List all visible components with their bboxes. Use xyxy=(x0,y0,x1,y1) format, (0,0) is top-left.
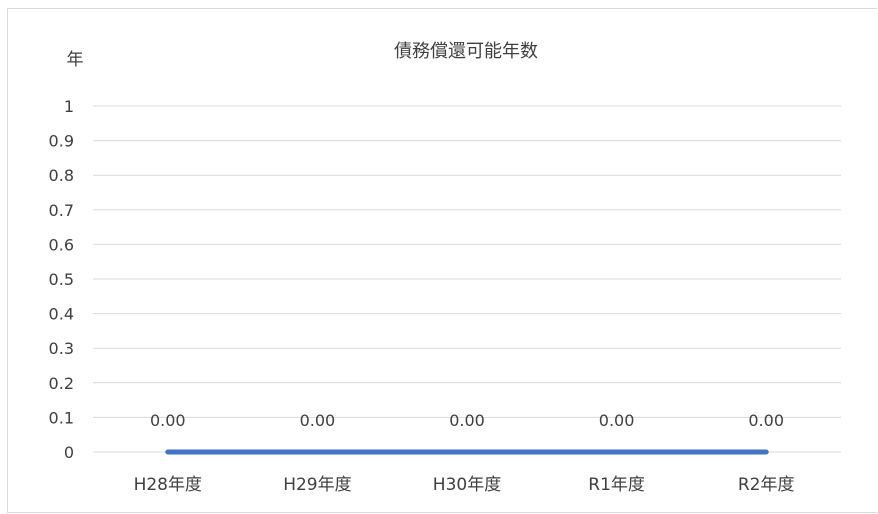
y-tick-label: 0.9 xyxy=(49,132,74,151)
y-tick-label: 0.5 xyxy=(49,270,74,289)
chart-frame xyxy=(7,8,877,513)
data-label: 0.00 xyxy=(748,411,784,430)
chart-title: 債務償還可能年数 xyxy=(394,41,538,62)
y-axis-ticks: 0 0.1 0.2 0.3 0.4 0.5 0.6 0.7 0.8 0.9 1 xyxy=(49,97,74,462)
data-label: 0.00 xyxy=(300,411,336,430)
x-tick-label: H28年度 xyxy=(134,475,202,495)
x-tick-label: H30年度 xyxy=(433,475,501,495)
y-tick-label: 0.7 xyxy=(49,201,74,220)
y-tick-label: 0.3 xyxy=(49,339,74,358)
y-tick-label: 0.4 xyxy=(49,305,74,324)
x-tick-label: R1年度 xyxy=(588,475,645,495)
y-tick-label: 0.1 xyxy=(49,408,74,427)
y-tick-label: 0 xyxy=(64,443,74,462)
gridlines xyxy=(93,105,841,453)
data-label: 0.00 xyxy=(150,411,186,430)
y-tick-label: 0.2 xyxy=(49,374,74,393)
x-tick-label: H29年度 xyxy=(283,475,351,495)
data-label: 0.00 xyxy=(449,411,485,430)
y-axis-unit-label: 年 xyxy=(67,50,84,70)
data-label: 0.00 xyxy=(599,411,635,430)
data-labels: 0.00 0.00 0.00 0.00 0.00 xyxy=(150,411,784,430)
y-tick-label: 0.6 xyxy=(49,235,74,254)
x-tick-label: R2年度 xyxy=(738,475,795,495)
x-axis-ticks: H28年度 H29年度 H30年度 R1年度 R2年度 xyxy=(134,475,795,495)
y-tick-label: 1 xyxy=(64,97,74,116)
y-tick-label: 0.8 xyxy=(49,166,74,185)
